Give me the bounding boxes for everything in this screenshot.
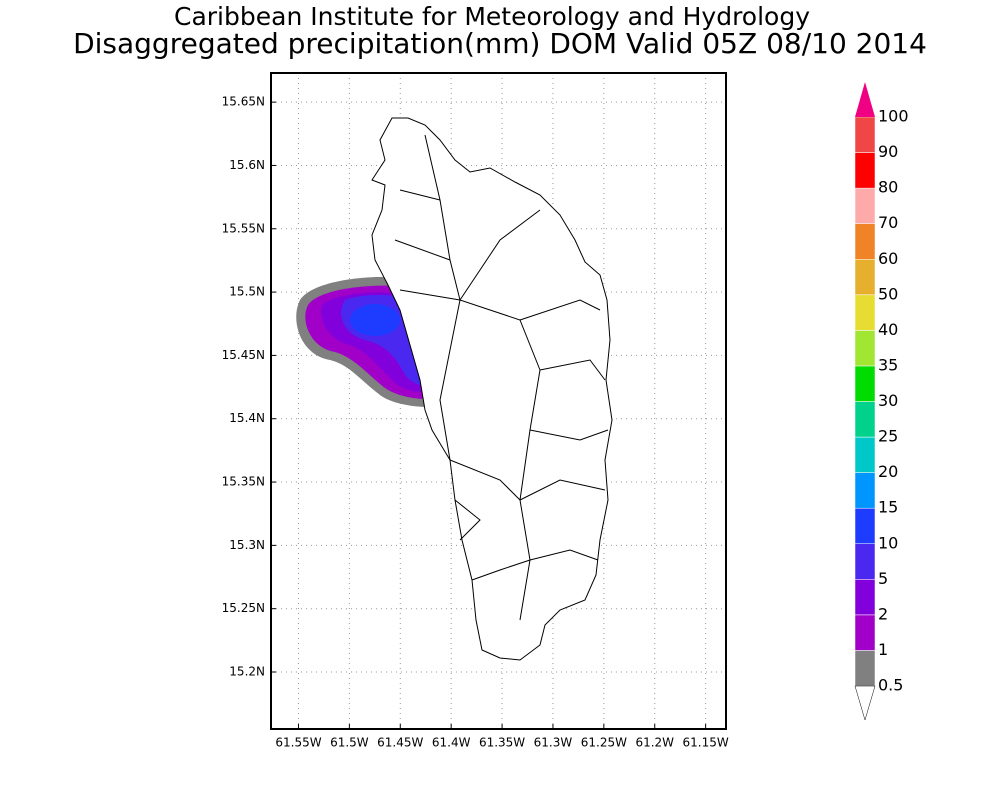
y-tick-label: 15.4N <box>229 411 265 425</box>
colorbar-segment <box>854 294 876 331</box>
x-tick-label: 61.35W <box>479 736 525 750</box>
colorbar-high-arrow <box>855 82 875 117</box>
colorbar-label: 0.5 <box>878 676 903 695</box>
colorbar-label: 50 <box>878 284 898 303</box>
x-tick-label: 61.15W <box>683 736 729 750</box>
colorbar-segment <box>854 436 876 473</box>
x-tick-label: 61.2W <box>635 736 674 750</box>
axes: 61.55W 61.5W 61.45W 61.4W 61.35W 61.3W 61.25W 6… <box>222 95 729 750</box>
plot-frame <box>270 72 727 730</box>
colorbar-segment <box>854 543 876 580</box>
colorbar-label: 2 <box>878 604 888 623</box>
y-tick-label: 15.6N <box>229 158 265 172</box>
colorbar-segment <box>854 507 876 544</box>
colorbar-segment <box>854 401 876 438</box>
colorbar-segment <box>854 116 876 153</box>
colorbar-segment <box>854 187 876 224</box>
x-tick-label: 61.55W <box>275 736 321 750</box>
y-tick-label: 15.55N <box>222 221 265 235</box>
colorbar-label: 20 <box>878 462 898 481</box>
colorbar-segment <box>854 223 876 260</box>
y-tick-label: 15.25N <box>222 601 265 615</box>
colorbar-label: 100 <box>878 107 909 126</box>
colorbar-label: 10 <box>878 533 898 552</box>
y-tick-label: 15.65N <box>222 95 265 109</box>
colorbar-label: 5 <box>878 569 888 588</box>
x-tick-label: 61.5W <box>330 736 369 750</box>
colorbar-label: 25 <box>878 427 898 446</box>
colorbar-label: 30 <box>878 391 898 410</box>
y-tick-label: 15.3N <box>229 538 265 552</box>
x-tick-label: 61.4W <box>432 736 471 750</box>
colorbar-segment <box>854 259 876 296</box>
colorbar-segment <box>854 365 876 402</box>
colorbar-segment <box>854 472 876 509</box>
colorbar-segment <box>854 614 876 651</box>
colorbar-label: 40 <box>878 320 898 339</box>
x-tick-label: 61.25W <box>581 736 627 750</box>
y-tick-label: 15.5N <box>229 285 265 299</box>
field-10 <box>350 304 400 336</box>
subtitle: Disaggregated precipitation(mm) DOM Vali… <box>73 27 927 60</box>
colorbar-segment <box>854 152 876 189</box>
x-tick-label: 61.3W <box>534 736 573 750</box>
colorbar-label: 60 <box>878 249 898 268</box>
colorbar-segment <box>854 579 876 616</box>
colorbar-label: 80 <box>878 178 898 197</box>
colorbar-segment <box>854 650 876 687</box>
colorbar-label: 35 <box>878 355 898 374</box>
y-tick-label: 15.45N <box>222 348 265 362</box>
x-tick-label: 61.45W <box>377 736 423 750</box>
title: Caribbean Institute for Meteorology and … <box>174 2 810 31</box>
colorbar-low-arrow <box>854 685 876 721</box>
colorbar-label: 15 <box>878 498 898 517</box>
colorbar-label: 1 <box>878 640 888 659</box>
colorbar-label: 90 <box>878 142 898 161</box>
island-outline <box>371 117 613 661</box>
y-tick-label: 15.35N <box>222 475 265 489</box>
colorbar-label: 70 <box>878 213 898 232</box>
colorbar-segment <box>854 330 876 367</box>
y-tick-label: 15.2N <box>229 665 265 679</box>
